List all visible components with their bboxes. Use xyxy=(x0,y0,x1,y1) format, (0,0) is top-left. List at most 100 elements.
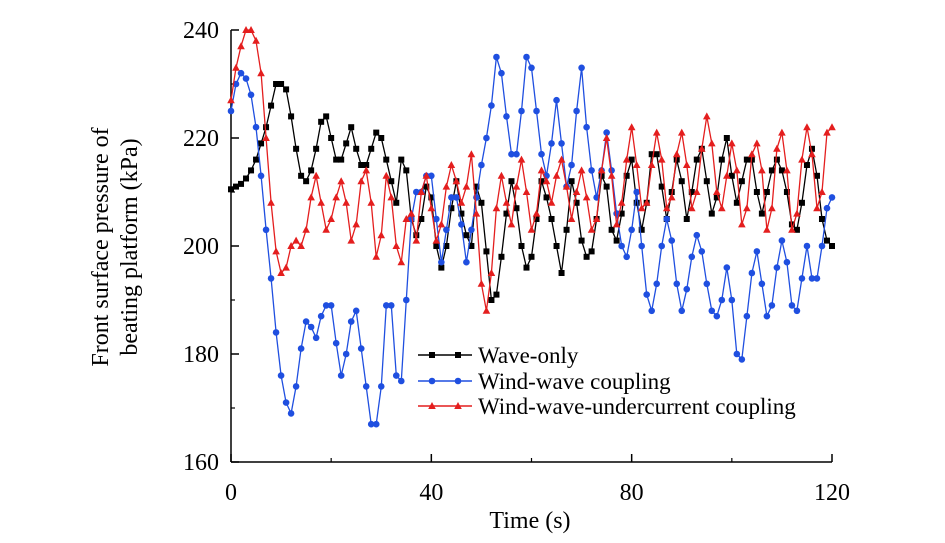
data-point xyxy=(362,166,371,174)
data-point xyxy=(703,178,710,185)
data-point xyxy=(692,188,701,195)
data-point xyxy=(627,123,636,131)
data-point xyxy=(493,291,500,298)
data-point xyxy=(632,161,641,168)
data-point xyxy=(367,198,376,206)
data-point xyxy=(342,198,350,206)
data-point xyxy=(578,64,585,72)
data-point xyxy=(733,166,741,174)
data-point xyxy=(297,345,305,352)
data-point xyxy=(427,204,436,212)
data-point xyxy=(462,182,471,190)
data-point xyxy=(738,178,745,185)
data-point xyxy=(617,198,626,206)
y-tick-label: 160 xyxy=(183,450,219,476)
data-point xyxy=(282,399,290,406)
data-point xyxy=(448,194,455,201)
data-point xyxy=(247,26,255,33)
data-point xyxy=(257,172,265,180)
data-point xyxy=(823,204,831,212)
data-point xyxy=(597,166,606,174)
series-2 xyxy=(227,53,836,428)
data-point xyxy=(642,198,651,206)
data-point xyxy=(768,167,775,174)
data-point xyxy=(728,172,735,179)
x-tick-label: 80 xyxy=(620,480,644,506)
data-point xyxy=(333,156,340,163)
data-point xyxy=(283,86,290,93)
data-point xyxy=(778,128,786,136)
x-axis-label: Time (s) xyxy=(489,508,570,534)
data-point xyxy=(332,193,340,201)
data-point xyxy=(553,243,560,249)
data-point xyxy=(537,166,546,174)
data-point xyxy=(517,155,526,163)
data-point xyxy=(377,231,386,239)
data-point xyxy=(402,296,410,304)
data-point xyxy=(428,172,435,180)
data-point xyxy=(798,199,805,206)
data-point xyxy=(647,161,656,168)
data-point xyxy=(548,140,555,147)
data-point xyxy=(803,242,811,250)
data-point xyxy=(673,156,680,163)
data-point xyxy=(387,302,395,309)
data-point xyxy=(277,372,285,379)
data-point xyxy=(803,123,811,131)
data-point xyxy=(733,350,741,358)
data-point xyxy=(778,237,786,244)
data-point xyxy=(482,306,491,314)
data-point xyxy=(612,220,621,228)
data-point xyxy=(758,280,766,288)
data-point xyxy=(783,166,791,174)
legend-item-2: Wind-wave coupling xyxy=(418,369,671,394)
data-point xyxy=(347,236,355,244)
data-point xyxy=(618,242,625,250)
data-point xyxy=(452,177,461,185)
data-point xyxy=(638,242,645,250)
data-point xyxy=(678,307,686,315)
data-point xyxy=(317,312,325,320)
data-point xyxy=(677,128,686,136)
data-point xyxy=(338,156,345,163)
data-point xyxy=(633,199,640,206)
data-point xyxy=(248,167,255,174)
data-point xyxy=(468,226,475,234)
data-point xyxy=(493,53,500,61)
data-point xyxy=(623,253,630,261)
y-tick-label: 200 xyxy=(183,234,219,260)
data-point xyxy=(302,318,310,325)
data-point xyxy=(497,171,506,179)
data-point xyxy=(763,312,771,320)
data-point xyxy=(553,96,560,104)
data-point xyxy=(483,134,490,142)
data-point xyxy=(578,237,585,244)
data-point xyxy=(367,420,375,428)
data-point xyxy=(438,264,445,271)
data-point xyxy=(418,216,425,222)
data-point xyxy=(503,113,510,120)
data-point xyxy=(307,323,315,331)
data-point xyxy=(713,312,721,320)
data-point xyxy=(272,247,280,255)
data-point xyxy=(273,81,280,87)
data-point xyxy=(423,183,430,190)
data-point xyxy=(633,188,640,196)
data-point xyxy=(478,161,485,169)
data-point xyxy=(718,204,726,212)
data-point xyxy=(738,220,746,228)
data-point xyxy=(247,91,255,99)
data-point xyxy=(287,410,295,417)
data-point xyxy=(342,350,350,358)
data-point xyxy=(638,226,645,233)
data-point xyxy=(277,269,285,276)
data-point xyxy=(798,275,806,282)
legend-marker xyxy=(454,402,462,409)
data-point xyxy=(458,221,465,228)
data-point xyxy=(648,151,655,158)
y-axis-label-line-1: Front surface pressure of xyxy=(88,127,114,366)
data-point xyxy=(292,383,300,390)
data-point xyxy=(468,243,475,249)
data-point xyxy=(432,236,441,244)
data-point xyxy=(392,242,401,249)
